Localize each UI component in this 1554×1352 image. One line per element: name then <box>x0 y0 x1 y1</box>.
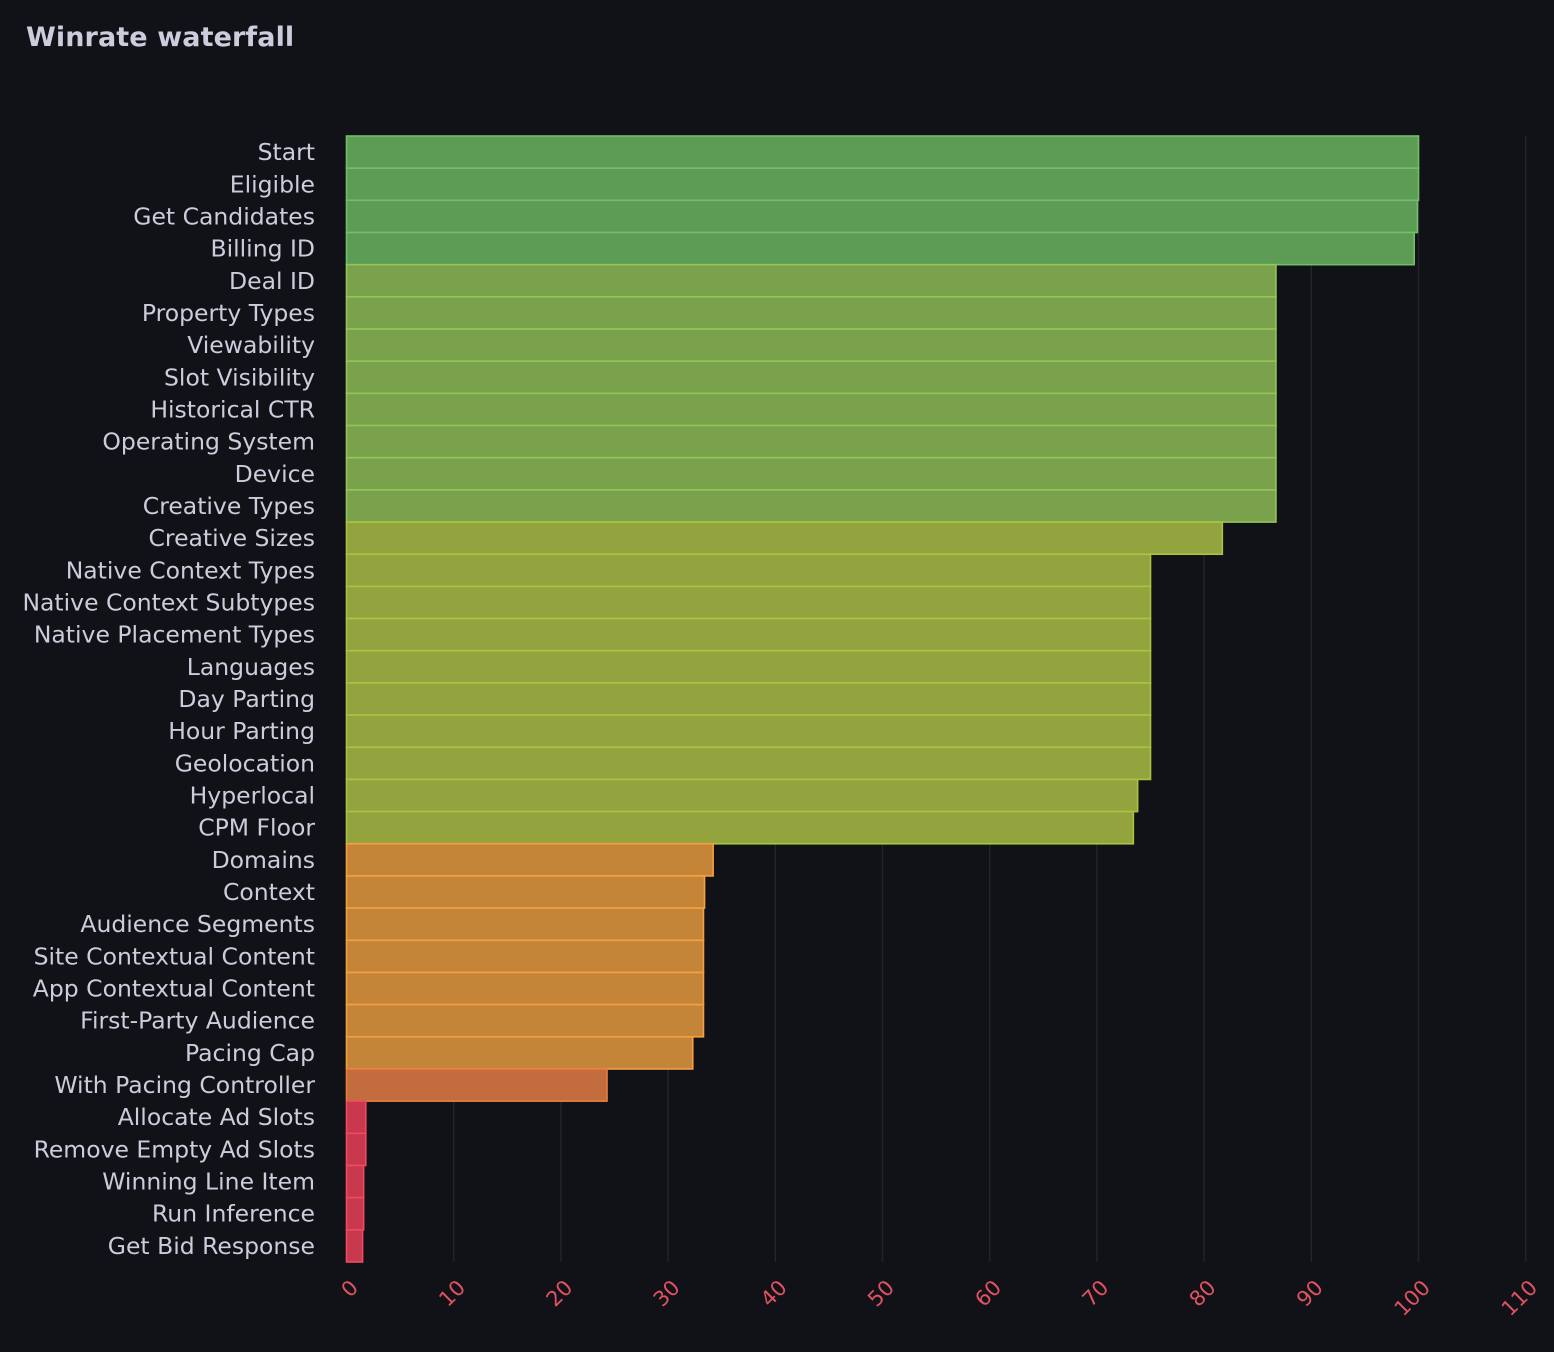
bar[interactable] <box>345 135 1420 169</box>
category-label: Hour Parting <box>168 717 315 745</box>
bar[interactable] <box>345 617 1152 652</box>
category-label: Native Context Subtypes <box>22 588 315 616</box>
bar[interactable] <box>345 1003 705 1038</box>
category-label: Device <box>235 460 315 488</box>
x-tick-label: 90 <box>1292 1276 1328 1312</box>
category-label: Start <box>258 138 315 166</box>
category-label: Day Parting <box>178 685 315 713</box>
bar[interactable] <box>345 1036 694 1070</box>
category-label: Site Contextual Content <box>34 942 315 970</box>
panel-title: Winrate waterfall <box>26 22 295 53</box>
bar[interactable] <box>345 1068 608 1102</box>
bar[interactable] <box>345 714 1152 749</box>
bar[interactable] <box>345 231 1416 266</box>
bar[interactable] <box>345 296 1277 330</box>
category-label: With Pacing Controller <box>54 1071 315 1099</box>
category-label: Native Placement Types <box>34 621 315 649</box>
category-label: Property Types <box>142 299 315 327</box>
bar[interactable] <box>345 263 1277 298</box>
bar[interactable] <box>345 907 705 942</box>
category-label: Geolocation <box>175 749 315 777</box>
bar[interactable] <box>345 1229 364 1263</box>
category-label: Creative Types <box>143 492 315 520</box>
category-label: Languages <box>187 653 315 681</box>
category-label: Winning Line Item <box>102 1168 315 1196</box>
bar[interactable] <box>345 360 1277 395</box>
category-label: Get Bid Response <box>108 1232 315 1260</box>
x-tick-label: 0 <box>337 1276 363 1302</box>
category-label: Historical CTR <box>150 395 315 423</box>
x-tick-label: 10 <box>434 1276 470 1312</box>
category-label: Billing ID <box>210 235 315 263</box>
category-label: Eligible <box>230 170 315 198</box>
category-label: Slot Visibility <box>164 363 315 391</box>
category-label: First-Party Audience <box>80 1007 315 1035</box>
category-label: Creative Sizes <box>149 524 315 552</box>
bar[interactable] <box>345 1132 367 1167</box>
category-label: Native Context Types <box>66 556 315 584</box>
category-label: Hyperlocal <box>190 782 315 810</box>
category-label: Operating System <box>102 428 315 456</box>
x-tick-label: 40 <box>756 1276 792 1312</box>
category-label: Run Inference <box>152 1200 315 1228</box>
bar[interactable] <box>345 810 1135 845</box>
bar[interactable] <box>345 1164 365 1199</box>
bar[interactable] <box>345 392 1277 427</box>
bar[interactable] <box>345 649 1152 684</box>
bar[interactable] <box>345 971 705 1006</box>
bar[interactable] <box>345 489 1277 523</box>
x-tick-label: 60 <box>970 1276 1006 1312</box>
x-axis-ticks: 0 10 20 30 40 50 60 70 80 90 100 110 <box>337 1276 1543 1321</box>
category-label: App Contextual Content <box>33 975 315 1003</box>
bar[interactable] <box>345 778 1139 813</box>
bar[interactable] <box>345 521 1224 556</box>
x-tick-label: 20 <box>542 1276 578 1312</box>
x-tick-label: 70 <box>1078 1276 1114 1312</box>
bar[interactable] <box>345 585 1152 620</box>
bar[interactable] <box>345 939 705 974</box>
x-tick-label: 100 <box>1390 1276 1435 1321</box>
x-tick-label: 110 <box>1497 1276 1542 1321</box>
category-label: Context <box>223 878 315 906</box>
bar[interactable] <box>345 553 1152 588</box>
category-label: Deal ID <box>229 267 315 295</box>
category-label: Allocate Ad Slots <box>118 1103 315 1131</box>
category-label: Viewability <box>187 331 315 359</box>
x-tick-label: 50 <box>863 1276 899 1312</box>
bar[interactable] <box>345 682 1152 716</box>
category-label: Pacing Cap <box>185 1039 315 1067</box>
bar[interactable] <box>345 842 714 877</box>
category-label: Get Candidates <box>133 202 315 230</box>
bars <box>345 135 1420 1263</box>
bar[interactable] <box>345 875 706 909</box>
bar[interactable] <box>345 167 1420 202</box>
category-label: Remove Empty Ad Slots <box>34 1135 315 1163</box>
category-labels: Start Eligible Get Candidates Billing ID Dea… <box>22 138 315 1260</box>
bar[interactable] <box>345 424 1277 459</box>
category-label: CPM Floor <box>198 814 315 842</box>
bar[interactable] <box>345 1100 367 1135</box>
bar[interactable] <box>345 1196 365 1231</box>
x-tick-label: 30 <box>649 1276 685 1312</box>
x-tick-label: 80 <box>1185 1276 1221 1312</box>
category-label: Domains <box>212 846 315 874</box>
bar[interactable] <box>345 199 1419 234</box>
bar[interactable] <box>345 328 1277 362</box>
bar[interactable] <box>345 746 1152 781</box>
bar[interactable] <box>345 456 1277 491</box>
category-label: Audience Segments <box>80 910 315 938</box>
